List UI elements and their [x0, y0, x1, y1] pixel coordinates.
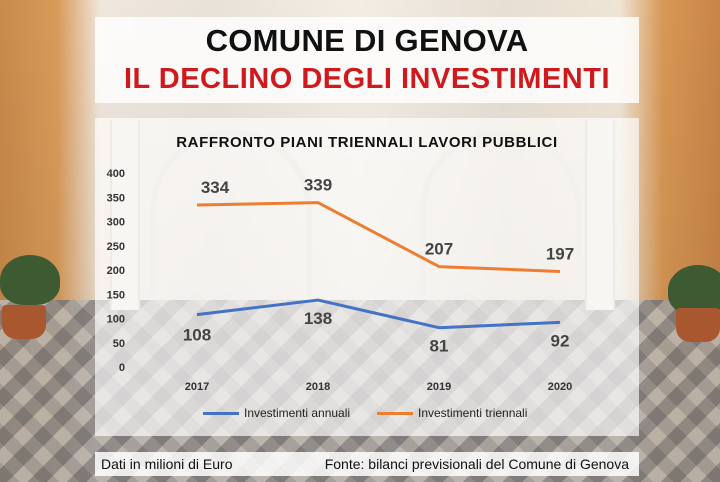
units-note: Dati in milioni di Euro [101, 456, 233, 472]
y-tick-label: 150 [107, 289, 125, 301]
series-line-annuali [196, 298, 561, 330]
y-tick-label: 100 [107, 314, 125, 326]
x-tick-label: 2017 [185, 381, 209, 393]
y-tick-label: 350 [107, 192, 125, 204]
y-tick-label: 400 [107, 168, 125, 180]
data-label: 81 [430, 337, 449, 356]
footer-bar: Dati in milioni di Euro Fonte: bilanci p… [95, 452, 639, 476]
source-note: Fonte: bilanci previsionali del Comune d… [324, 456, 629, 472]
x-tick-label: 2019 [427, 381, 451, 393]
background-plant [0, 255, 60, 305]
line-chart: 0 50 100 150 200 250 300 350 400 2017 2018 2019 2020… [107, 168, 575, 393]
data-label: 92 [551, 331, 570, 350]
x-tick-label: 2020 [548, 381, 572, 393]
data-label: 207 [425, 240, 453, 259]
data-label: 339 [304, 176, 332, 195]
x-tick-label: 2018 [306, 381, 330, 393]
background-pot [676, 308, 720, 342]
title-panel: COMUNE DI GENOVA IL DECLINO DEGLI INVEST… [95, 17, 639, 103]
chart-panel: RAFFRONTO PIANI TRIENNALI LAVORI PUBBLIC… [95, 118, 639, 436]
y-tick-label: 200 [107, 265, 125, 277]
data-label: 138 [304, 309, 332, 328]
legend-swatch-annuali [203, 411, 239, 415]
chart-legend: Investimenti annuali Investimenti trienn… [95, 406, 639, 426]
background-pot [2, 305, 46, 339]
page-title: COMUNE DI GENOVA [205, 23, 529, 58]
legend-swatch-triennali [377, 411, 413, 415]
series-line-triennali [196, 201, 561, 273]
legend-item-triennali: Investimenti triennali [377, 406, 527, 420]
chart-title: RAFFRONTO PIANI TRIENNALI LAVORI PUBBLIC… [176, 134, 558, 151]
data-label: 108 [183, 326, 211, 345]
legend-label-annuali: Investimenti annuali [244, 406, 351, 420]
background-plant [668, 265, 720, 315]
legend-label-triennali: Investimenti triennali [418, 406, 528, 420]
y-tick-label: 50 [113, 338, 125, 350]
legend-item-annuali: Investimenti annuali [203, 406, 350, 420]
y-tick-label: 250 [107, 241, 125, 253]
data-label: 197 [546, 244, 574, 263]
y-tick-label: 300 [107, 217, 125, 229]
data-label: 334 [201, 178, 230, 197]
y-tick-label: 0 [119, 362, 125, 374]
page-subtitle: IL DECLINO DEGLI INVESTIMENTI [123, 63, 611, 95]
